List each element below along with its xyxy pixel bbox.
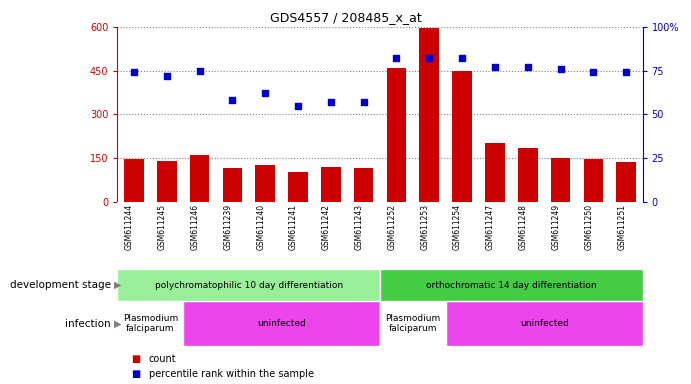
Point [489,64,500,70]
Text: GSM611240: GSM611240 [256,204,265,250]
Text: uninfected: uninfected [257,319,306,328]
Text: GSM611252: GSM611252 [388,204,397,250]
Point [391,55,402,61]
Bar [223,168,242,202]
Point [325,99,337,105]
Bar [354,168,373,202]
Point [260,90,271,96]
Text: GSM611251: GSM611251 [617,204,626,250]
Text: GSM611250: GSM611250 [585,204,594,250]
Bar [551,158,570,202]
Text: ■: ■ [131,369,140,379]
Point [588,69,599,75]
Bar [124,159,144,202]
Text: ■: ■ [131,354,140,364]
Text: GSM611253: GSM611253 [420,204,429,250]
Point [161,73,172,79]
Bar [452,71,472,202]
Text: Plasmodium
falciparum: Plasmodium falciparum [386,314,440,333]
Point [227,97,238,103]
Text: GSM611244: GSM611244 [125,204,134,250]
Bar [157,161,177,202]
Text: uninfected: uninfected [520,319,569,328]
Point [194,68,205,74]
Text: GSM611239: GSM611239 [223,204,232,250]
Text: Plasmodium
falciparum: Plasmodium falciparum [123,314,178,333]
Text: ▶: ▶ [114,280,122,290]
Text: GSM611242: GSM611242 [322,204,331,250]
Text: orthochromatic 14 day differentiation: orthochromatic 14 day differentiation [426,281,596,290]
Text: GSM611248: GSM611248 [519,204,528,250]
Bar [117,269,380,301]
Bar [616,162,636,202]
Text: GSM611243: GSM611243 [354,204,363,250]
Text: GSM611249: GSM611249 [551,204,560,250]
Bar [117,301,183,346]
Bar [288,172,308,202]
Text: GSM611247: GSM611247 [486,204,495,250]
Bar [256,165,275,202]
Bar [380,301,446,346]
Point [424,55,435,61]
Bar [189,155,209,202]
Bar [583,159,603,202]
Text: GSM611241: GSM611241 [289,204,298,250]
Point [457,55,468,61]
Text: percentile rank within the sample: percentile rank within the sample [149,369,314,379]
Text: infection: infection [65,318,111,329]
Text: count: count [149,354,176,364]
Point [522,64,533,70]
Point [129,69,140,75]
Text: development stage: development stage [10,280,111,290]
Text: GSM611245: GSM611245 [158,204,167,250]
Bar [321,167,341,202]
Bar [518,148,538,202]
Point [292,103,303,109]
Text: ▶: ▶ [114,318,122,329]
Bar [419,28,439,202]
Text: GSM611254: GSM611254 [453,204,462,250]
Text: GDS4557 / 208485_x_at: GDS4557 / 208485_x_at [269,12,422,25]
Point [555,66,566,72]
Bar [485,143,504,202]
Text: GSM611246: GSM611246 [191,204,200,250]
Text: polychromatophilic 10 day differentiation: polychromatophilic 10 day differentiatio… [155,281,343,290]
Point [621,69,632,75]
Bar [446,301,643,346]
Bar [387,68,406,202]
Point [358,99,369,105]
Bar [183,301,380,346]
Bar [380,269,643,301]
